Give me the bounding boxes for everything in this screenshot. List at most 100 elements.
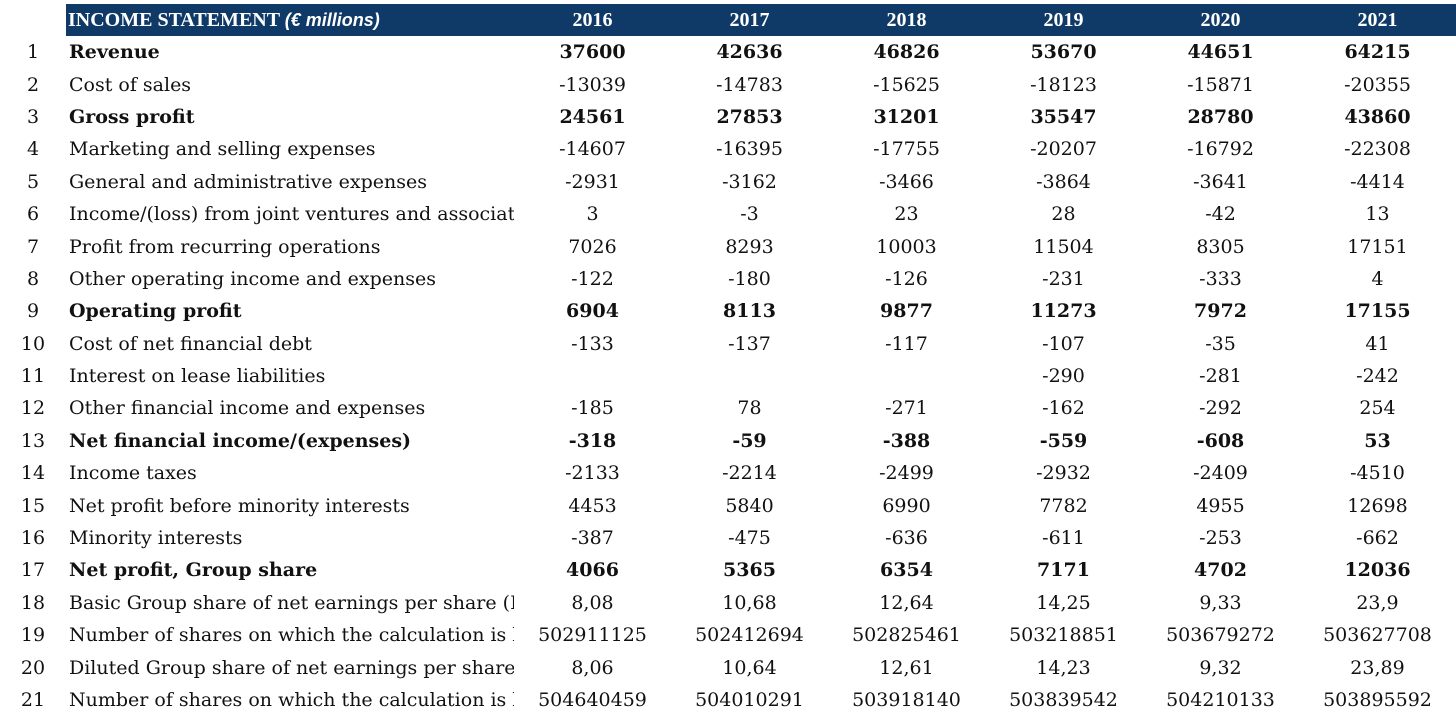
value-cell: -14607 — [559, 138, 626, 161]
row-label: Diluted Group share of net earnings per … — [69, 656, 514, 679]
value-cell: 502412694 — [695, 624, 804, 647]
value-cell: 12,64 — [879, 591, 934, 614]
table-row: 14 Income taxes -2133 -2214 -2499 -2932 -2409 -… — [0, 457, 1456, 489]
value-cell: 503679272 — [1166, 624, 1275, 647]
table-row: 7 Profit from recurring operations 7026 829… — [0, 230, 1456, 262]
value-cell: 42636 — [716, 41, 783, 64]
value-cell: -2133 — [565, 462, 620, 485]
value-cell: -3466 — [879, 170, 934, 193]
value-cell: 8,08 — [571, 591, 614, 614]
value-cell: 78 — [737, 397, 762, 420]
value-cell — [514, 360, 671, 392]
value-cell: -16395 — [716, 138, 783, 161]
value-cell: -13039 — [559, 73, 626, 96]
value-cell — [671, 360, 828, 392]
income-statement-table: INCOME STATEMENT (€ millions) 2016 2017 … — [0, 4, 1456, 716]
row-label: Number of shares on which the calculatio… — [69, 624, 514, 647]
row-label: Minority interests — [69, 527, 243, 550]
value-cell: -333 — [1199, 267, 1242, 290]
table-row: 5 General and administrative expenses -293… — [0, 166, 1456, 198]
table-row: 15 Net profit before minority interests 44… — [0, 489, 1456, 521]
value-cell: -22308 — [1344, 138, 1411, 161]
value-cell: -2931 — [565, 170, 620, 193]
value-cell: 4 — [1371, 267, 1384, 290]
value-cell: 28780 — [1187, 105, 1254, 128]
value-cell: 37600 — [559, 41, 626, 64]
row-label: Net profit before minority interests — [69, 494, 410, 517]
row-number: 14 — [20, 462, 46, 485]
row-number: 5 — [26, 170, 40, 193]
value-cell: 503218851 — [1009, 624, 1118, 647]
value-cell: 8,06 — [571, 656, 614, 679]
value-cell: 7026 — [568, 235, 617, 258]
row-number: 6 — [26, 203, 40, 226]
row-number: 18 — [20, 591, 46, 614]
value-cell: 8113 — [723, 300, 776, 323]
value-cell: 24561 — [559, 105, 626, 128]
value-cell: 13 — [1365, 203, 1390, 226]
value-cell: 8293 — [725, 235, 774, 258]
value-cell: -231 — [1042, 267, 1085, 290]
row-number: 17 — [20, 559, 46, 582]
year-header: 2017 — [671, 4, 828, 36]
value-cell: -35 — [1205, 332, 1236, 355]
value-cell: 14,25 — [1036, 591, 1091, 614]
row-number: 1 — [26, 41, 40, 64]
value-cell: 14,23 — [1036, 656, 1091, 679]
row-label: Other financial income and expenses — [69, 397, 426, 420]
value-cell: -133 — [571, 332, 614, 355]
value-cell: -242 — [1356, 365, 1399, 388]
value-cell: -4414 — [1350, 170, 1405, 193]
value-cell: 503918140 — [852, 689, 961, 711]
value-cell: -15871 — [1187, 73, 1254, 96]
value-cell: 17151 — [1347, 235, 1408, 258]
value-cell: -3864 — [1036, 170, 1091, 193]
row-label: Basic Group share of net earnings per sh… — [69, 591, 514, 614]
value-cell: 11273 — [1030, 300, 1097, 323]
value-cell: 5840 — [725, 494, 774, 517]
row-label: Net profit, Group share — [69, 559, 318, 582]
row-number: 3 — [26, 105, 40, 128]
value-cell: 9,33 — [1199, 591, 1242, 614]
value-cell: -137 — [728, 332, 771, 355]
value-cell: -20355 — [1344, 73, 1411, 96]
value-cell: 4702 — [1194, 559, 1247, 582]
value-cell: 504010291 — [695, 689, 804, 711]
row-label: Interest on lease liabilities — [69, 365, 326, 388]
value-cell: 10,64 — [722, 656, 777, 679]
value-cell: 23,89 — [1350, 656, 1405, 679]
value-cell: -3641 — [1193, 170, 1248, 193]
value-cell: -290 — [1042, 365, 1085, 388]
value-cell: -253 — [1199, 527, 1242, 550]
value-cell: 7972 — [1194, 300, 1247, 323]
value-cell: 44651 — [1187, 41, 1254, 64]
row-label: Cost of sales — [69, 73, 192, 96]
value-cell: 23,9 — [1356, 591, 1399, 614]
value-cell: 504640459 — [538, 689, 647, 711]
value-cell: 64215 — [1344, 41, 1411, 64]
row-label: Operating profit — [69, 300, 242, 323]
value-cell: 23 — [894, 203, 919, 226]
row-label: Cost of net financial debt — [69, 332, 312, 355]
value-cell: -180 — [728, 267, 771, 290]
value-cell: 12698 — [1347, 494, 1408, 517]
value-cell: -18123 — [1030, 73, 1097, 96]
value-cell: -2499 — [879, 462, 934, 485]
value-cell: -662 — [1356, 527, 1399, 550]
row-number: 10 — [20, 332, 46, 355]
value-cell: -42 — [1205, 203, 1236, 226]
table-body: 1 Revenue 37600 42636 46826 53670 44651 64215 2 C… — [0, 36, 1456, 716]
table-row: 9 Operating profit 6904 8113 9877 11273 7972 17… — [0, 295, 1456, 327]
table-row: 1 Revenue 37600 42636 46826 53670 44651 64215 — [0, 36, 1456, 68]
row-number: 20 — [20, 656, 46, 679]
value-cell: -292 — [1199, 397, 1242, 420]
value-cell: -59 — [732, 429, 767, 452]
value-cell: 31201 — [873, 105, 940, 128]
row-number: 13 — [20, 429, 46, 452]
value-cell: 43860 — [1344, 105, 1411, 128]
value-cell: 46826 — [873, 41, 940, 64]
table-row: 6 Income/(loss) from joint ventures and a… — [0, 198, 1456, 230]
value-cell: 502911125 — [538, 624, 647, 647]
value-cell: -4510 — [1350, 462, 1405, 485]
table-row: 13 Net financial income/(expenses) -318 -59… — [0, 425, 1456, 457]
